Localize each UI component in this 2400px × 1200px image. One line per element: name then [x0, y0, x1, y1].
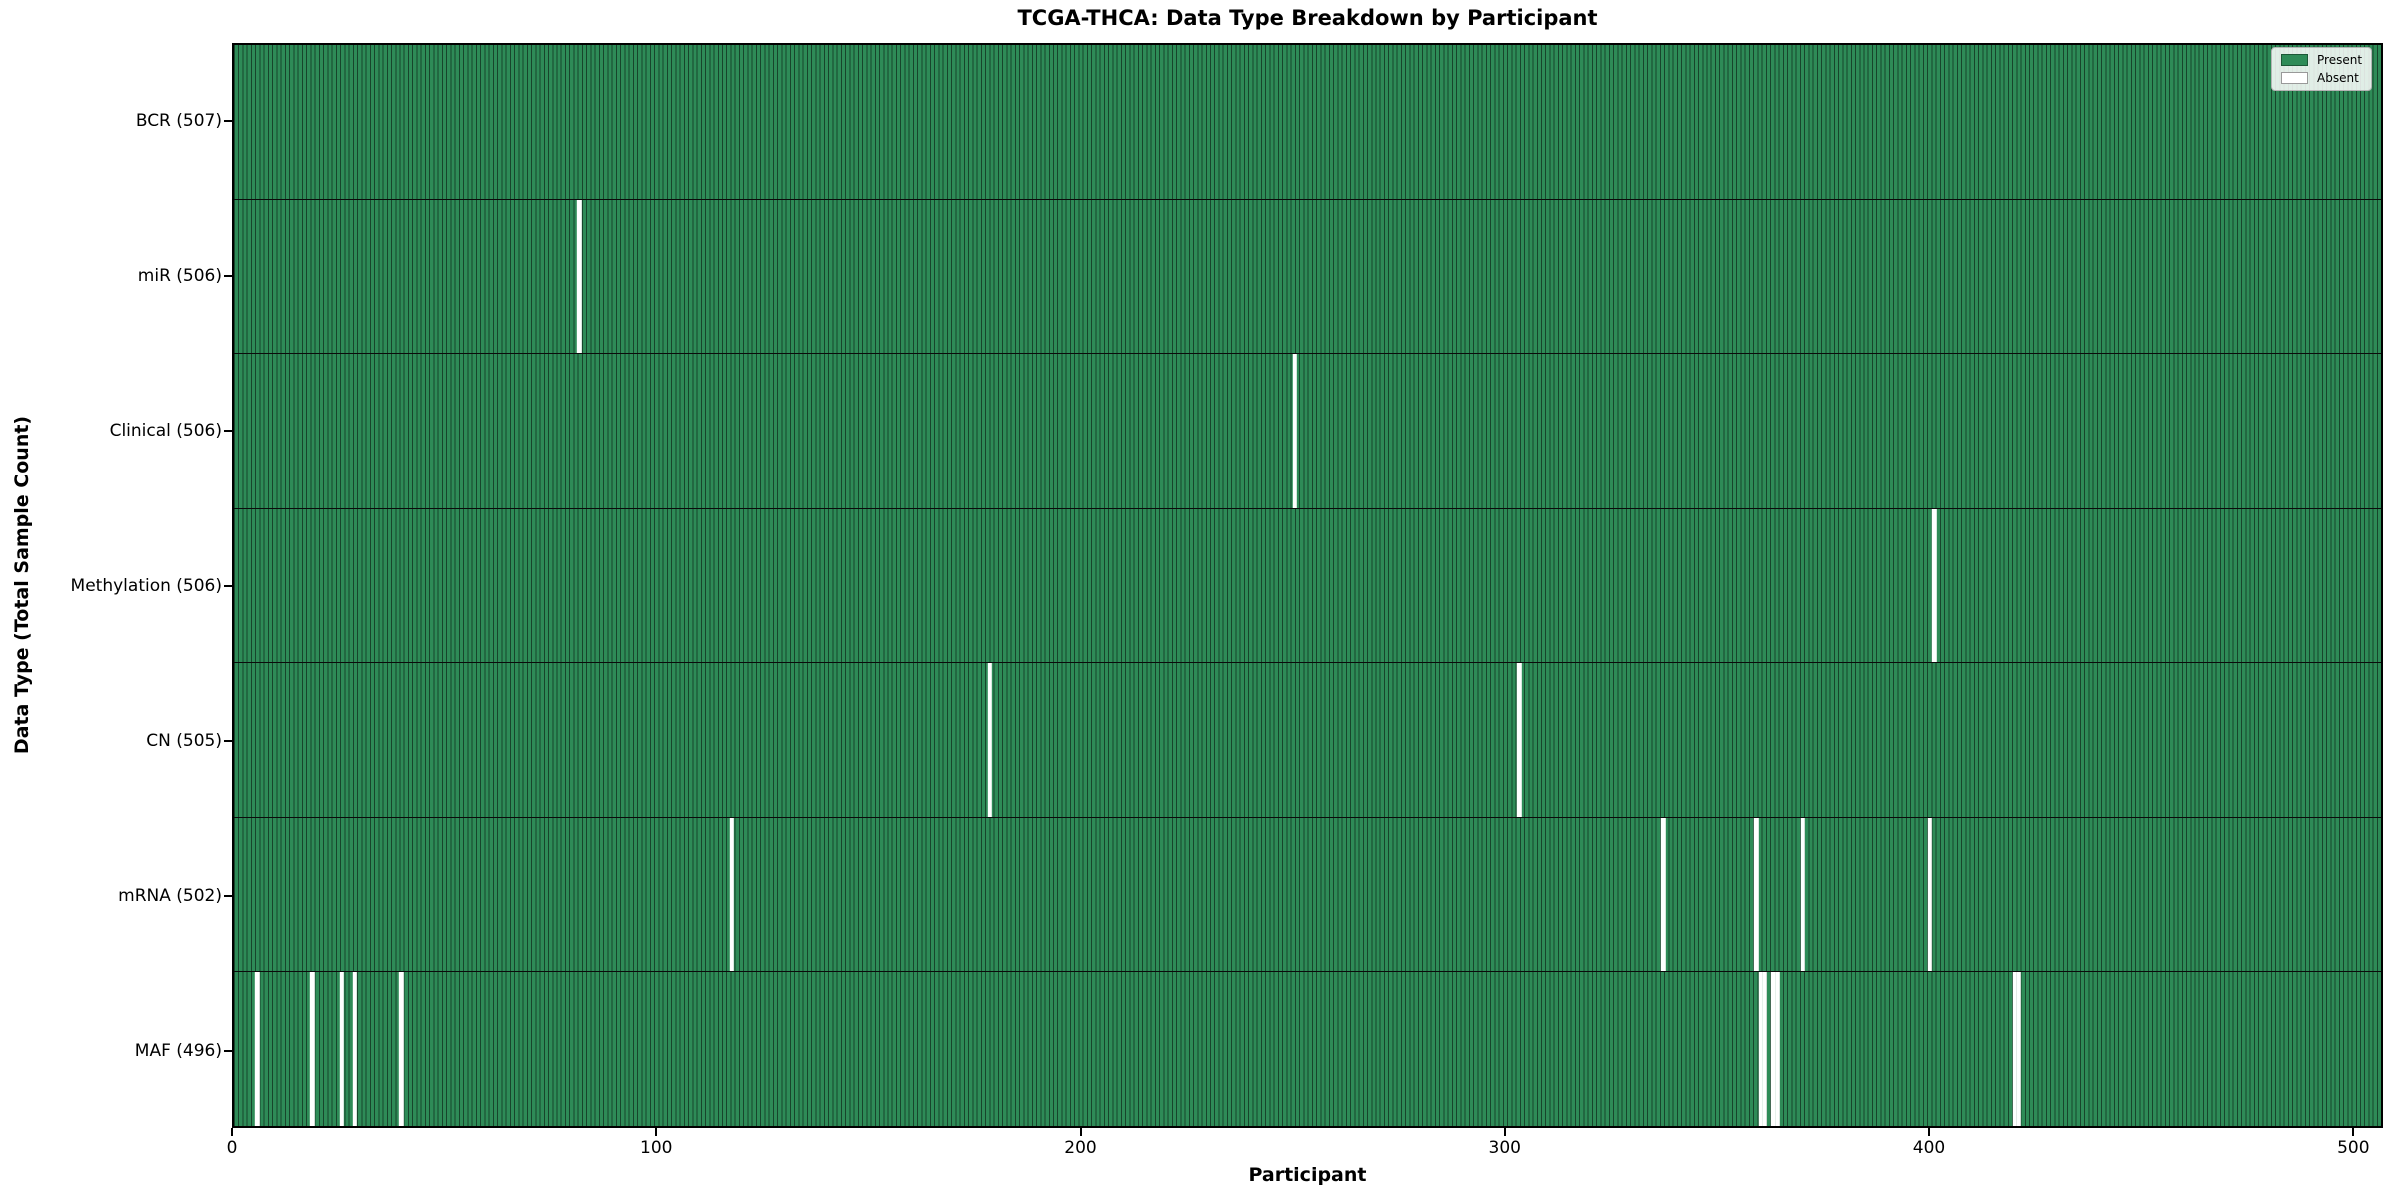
y-tick-mark	[224, 894, 232, 897]
x-tick-mark	[1079, 1128, 1082, 1136]
y-tick-label: Clinical (506)	[109, 420, 222, 441]
absent-gap	[310, 972, 315, 1127]
absent-gap	[1927, 817, 1933, 972]
absent-gap	[987, 663, 993, 817]
absent-gap	[1932, 508, 1937, 663]
y-tick-mark	[224, 274, 232, 277]
y-tick-label: mRNA (502)	[118, 885, 222, 906]
absent-gap	[2012, 972, 2017, 1127]
absent-gap	[255, 972, 260, 1127]
x-tick-label: 0	[226, 1138, 238, 1158]
heatmap-row-clinical	[234, 354, 2381, 509]
x-tick-mark	[231, 1128, 233, 1136]
absent-gap	[399, 972, 404, 1127]
x-tick-label: 100	[640, 1138, 673, 1158]
x-tick-mark	[1503, 1128, 1506, 1136]
absent-gap	[576, 199, 582, 354]
heatmap-row-mir	[234, 199, 2381, 355]
y-axis-label: Data Type (Total Sample Count)	[11, 415, 33, 755]
legend-absent-label: Absent	[2317, 71, 2359, 85]
absent-gap	[1762, 972, 1768, 1127]
x-tick-label: 300	[1488, 1138, 1521, 1158]
y-tick-mark	[224, 584, 232, 587]
heatmap-row-bcr	[234, 45, 2381, 200]
y-tick-label: CN (505)	[146, 730, 222, 751]
y-tick-mark	[224, 1049, 232, 1052]
x-tick-label: 200	[1064, 1138, 1097, 1158]
y-tick-mark	[224, 429, 232, 432]
absent-gap	[2016, 972, 2022, 1127]
legend-entry-present: Present	[2281, 54, 2362, 66]
absent-gap	[1771, 972, 1776, 1127]
heatmap-row-cn	[234, 663, 2381, 818]
legend-present-label: Present	[2317, 53, 2363, 67]
x-tick-mark	[2352, 1128, 2355, 1136]
y-tick-label: MAF (496)	[134, 1040, 222, 1061]
y-tick-label: BCR (507)	[135, 110, 222, 131]
x-tick-label: 400	[1912, 1138, 1946, 1158]
legend-entry-absent: Absent	[2281, 72, 2362, 84]
absent-gap	[729, 817, 734, 972]
absent-gap	[1775, 972, 1780, 1127]
y-tick-mark	[224, 119, 232, 122]
absent-gap	[1292, 354, 1297, 508]
chart-title: TCGA-THCA: Data Type Breakdown by Partic…	[1017, 6, 1598, 30]
absent-gap	[339, 972, 345, 1127]
x-tick-label: 500	[2337, 1138, 2370, 1158]
y-tick-label: Methylation (506)	[70, 575, 222, 596]
y-tick-label: miR (506)	[137, 265, 222, 286]
plot-area	[232, 43, 2383, 1128]
absent-gap	[1517, 663, 1522, 817]
absent-gap	[1754, 817, 1759, 972]
absent-gap	[1661, 817, 1666, 972]
x-tick-mark	[655, 1128, 658, 1136]
heatmap-row-maf	[234, 972, 2381, 1127]
absent-gap	[1800, 817, 1806, 972]
y-tick-mark	[224, 739, 232, 742]
present-swatch-icon	[2281, 54, 2308, 66]
x-tick-mark	[1928, 1128, 1931, 1136]
legend: Present Absent	[2271, 47, 2373, 91]
x-axis-label: Participant	[1248, 1164, 1367, 1186]
absent-swatch-icon	[2281, 72, 2308, 84]
absent-gap	[1758, 972, 1763, 1127]
heatmap-row-mrna	[234, 817, 2381, 973]
heatmap-row-methylation	[234, 508, 2381, 664]
absent-gap	[352, 972, 357, 1127]
